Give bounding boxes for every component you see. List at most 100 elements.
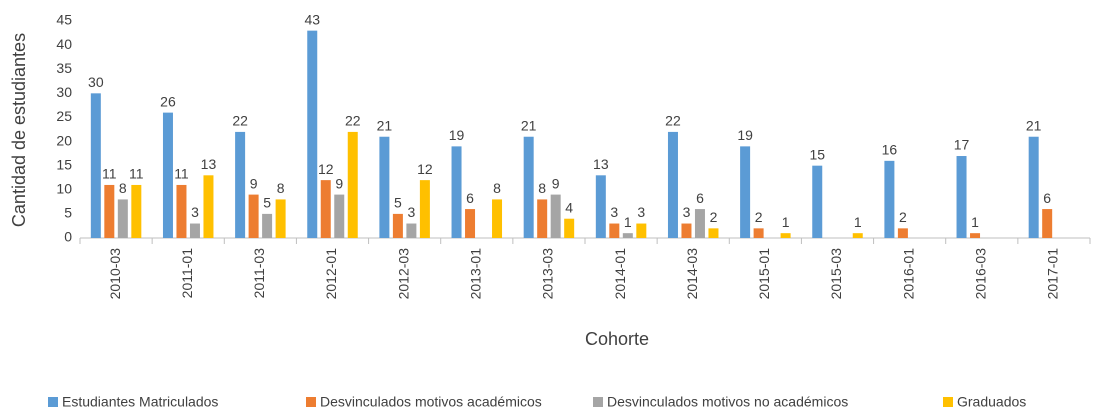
value-label: 1 <box>782 214 790 230</box>
value-label: 8 <box>493 180 501 196</box>
value-label: 4 <box>565 199 573 215</box>
bar <box>451 146 462 238</box>
bar <box>667 131 678 238</box>
y-tick-label: 30 <box>56 84 72 100</box>
bar <box>203 175 214 238</box>
value-label: 19 <box>737 127 753 143</box>
y-tick-label: 20 <box>56 132 72 148</box>
bar <box>970 233 981 238</box>
bar <box>622 233 633 238</box>
bar <box>812 165 823 238</box>
value-label: 3 <box>610 204 618 220</box>
x-tick-label: 2011-01 <box>179 248 195 299</box>
bar <box>1028 136 1039 238</box>
value-label: 8 <box>119 180 127 196</box>
bar <box>465 209 476 238</box>
value-label: 17 <box>954 137 970 153</box>
x-tick-label: 2016-03 <box>972 248 988 300</box>
x-tick-label: 2017-01 <box>1045 248 1061 300</box>
bar <box>708 228 719 238</box>
y-tick-label: 40 <box>56 36 72 52</box>
legend-swatch <box>943 397 953 407</box>
value-label: 3 <box>191 204 199 220</box>
value-label: 2 <box>899 209 907 225</box>
legend-swatch <box>593 397 603 407</box>
value-label: 16 <box>882 142 898 158</box>
value-label: 3 <box>683 204 691 220</box>
bar <box>162 112 173 238</box>
bar <box>550 194 561 238</box>
bar <box>537 199 548 238</box>
y-tick-label: 35 <box>56 60 72 76</box>
bar <box>694 209 705 238</box>
value-label: 26 <box>160 93 176 109</box>
legend-label: Desvinculados motivos académicos <box>320 394 542 410</box>
value-label: 6 <box>466 190 474 206</box>
legend-label: Desvinculados motivos no académicos <box>607 394 848 410</box>
value-label: 21 <box>521 117 537 133</box>
x-tick-label: 2013-01 <box>467 248 483 300</box>
bar <box>897 228 908 238</box>
bar <box>320 180 331 238</box>
value-label: 1 <box>854 214 862 230</box>
value-label: 43 <box>304 11 320 27</box>
bar <box>334 194 345 238</box>
legend-swatch <box>306 397 316 407</box>
bar <box>523 136 534 238</box>
x-tick-label: 2011-03 <box>251 248 267 299</box>
x-tick-label: 2015-01 <box>756 248 772 300</box>
bar <box>884 160 895 238</box>
y-tick-label: 45 <box>56 12 72 28</box>
value-label: 22 <box>232 113 248 129</box>
value-label: 3 <box>637 204 645 220</box>
value-label: 8 <box>277 180 285 196</box>
bar <box>176 184 187 238</box>
y-axis-title: Cantidad de estudiantes <box>9 33 29 227</box>
bar <box>564 218 575 238</box>
value-label: 1 <box>971 214 979 230</box>
value-label: 9 <box>335 175 343 191</box>
value-label: 11 <box>174 166 189 182</box>
x-tick-label: 2012-03 <box>395 248 411 300</box>
y-tick-label: 15 <box>56 156 72 172</box>
bar <box>131 184 142 238</box>
bar <box>956 156 967 238</box>
bar <box>90 93 101 238</box>
value-label: 13 <box>593 156 609 172</box>
x-tick-label: 2016-01 <box>900 248 916 300</box>
value-label: 5 <box>394 195 402 211</box>
bar <box>492 199 503 238</box>
bar <box>681 223 692 238</box>
value-label: 2 <box>710 209 718 225</box>
value-label: 21 <box>377 117 393 133</box>
bar <box>379 136 390 238</box>
legend-swatch <box>48 397 58 407</box>
x-tick-label: 2010-03 <box>107 248 123 300</box>
value-label: 22 <box>665 113 681 129</box>
bar <box>753 228 764 238</box>
x-tick-label: 2014-01 <box>612 248 628 300</box>
bar <box>189 223 200 238</box>
bar <box>595 175 606 238</box>
value-label: 9 <box>250 175 258 191</box>
bar <box>852 233 863 238</box>
bar <box>262 213 273 238</box>
value-label: 1 <box>624 214 632 230</box>
value-label: 11 <box>102 166 117 182</box>
x-tick-label: 2012-01 <box>323 248 339 300</box>
bar <box>740 146 751 238</box>
x-axis-title: Cohorte <box>585 329 649 349</box>
value-label: 8 <box>538 180 546 196</box>
bar <box>392 213 403 238</box>
bar <box>104 184 115 238</box>
value-label: 2 <box>755 209 763 225</box>
x-tick-label: 2014-03 <box>684 248 700 300</box>
bar <box>347 131 358 238</box>
bar <box>406 223 417 238</box>
value-label: 22 <box>345 113 361 129</box>
y-tick-label: 25 <box>56 108 72 124</box>
value-label: 3 <box>407 204 415 220</box>
bar <box>609 223 620 238</box>
x-tick-label: 2015-03 <box>828 248 844 300</box>
